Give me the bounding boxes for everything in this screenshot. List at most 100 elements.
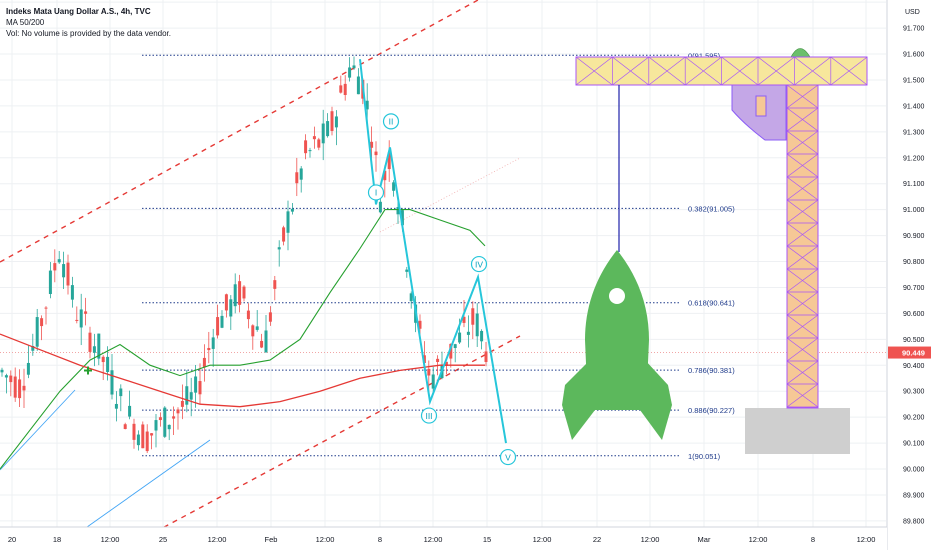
candle-body <box>458 332 462 343</box>
candle-body <box>480 330 484 342</box>
jib-brace <box>757 56 795 86</box>
candle-body <box>392 182 396 191</box>
rocket-body <box>585 250 649 410</box>
time-tick-label: Feb <box>265 535 278 544</box>
candle-body <box>378 201 382 213</box>
time-tick-label: 15 <box>483 535 491 544</box>
price-tick-label: 91.200 <box>903 155 925 162</box>
price-tick-label: 89.800 <box>903 518 925 525</box>
candle-body <box>453 344 457 349</box>
wave-label: IV <box>475 259 483 269</box>
candle-body <box>158 417 162 421</box>
candle-body <box>409 293 413 302</box>
price-axis-background <box>887 0 932 550</box>
jib-brace <box>575 56 613 86</box>
volume-indicator-label[interactable]: Vol: No volume is provided by the data v… <box>6 29 171 38</box>
time-tick-label: 12:00 <box>533 535 552 544</box>
time-axis[interactable]: 20 18 12:00 25 12:00 Feb 12:00 8 12:00 15 12:00 22 1… <box>0 526 887 550</box>
ma-indicator-label[interactable]: MA 50/200 <box>6 18 45 27</box>
candle-body <box>330 111 334 131</box>
time-tick-label: 12:00 <box>424 535 443 544</box>
candle-body <box>26 362 30 375</box>
candle-body <box>198 381 202 395</box>
candle-body <box>308 150 312 152</box>
candle-body <box>431 374 435 389</box>
wave-label: III <box>425 411 432 421</box>
tower-brace <box>786 245 819 270</box>
tower-brace <box>786 176 819 201</box>
price-axis[interactable]: USD 91.700 91.600 91.500 91.400 91.300 91.200 9… <box>886 0 932 550</box>
trendline-lower-left <box>0 389 76 471</box>
candle-body <box>238 281 242 305</box>
symbol-title[interactable]: Indeks Mata Uang Dollar A.S., 4h, TVC <box>6 7 151 16</box>
candle-body <box>422 355 426 364</box>
candle-body <box>136 434 140 446</box>
candle-body <box>334 116 338 128</box>
tower-brace <box>786 291 819 316</box>
price-tick-label: 91.400 <box>903 103 925 110</box>
candle-body <box>299 168 303 180</box>
price-tick-label: 90.200 <box>903 415 925 422</box>
price-tick-label: 90.900 <box>903 233 925 240</box>
tower-brace <box>786 360 819 385</box>
candle-body <box>224 294 228 311</box>
channel-upper-line <box>0 0 479 263</box>
candle-body <box>57 259 61 263</box>
candle-body <box>0 369 4 373</box>
jib-brace <box>721 56 759 86</box>
time-tick-label: 8 <box>378 535 382 544</box>
price-tick-label: 91.100 <box>903 181 925 188</box>
time-tick-label: 12:00 <box>101 535 120 544</box>
candle-body <box>326 121 330 137</box>
price-tick-label: 91.700 <box>903 26 925 33</box>
rocket-window <box>609 288 625 304</box>
price-tick-label: 91.300 <box>903 129 925 136</box>
wave-label: V <box>505 452 511 462</box>
jib-brace <box>830 56 868 86</box>
jib-brace <box>684 56 722 86</box>
candle-body <box>92 346 96 353</box>
rocket-drawing <box>562 250 672 440</box>
candle-body <box>211 337 215 349</box>
trendline-lower-mid <box>79 439 211 533</box>
candle-body <box>471 308 475 325</box>
price-tick-label: 90.500 <box>903 337 925 344</box>
fib-level-label: 0(91.595) <box>688 51 721 60</box>
candle-body <box>84 311 88 314</box>
candle-body <box>13 376 17 398</box>
candle-body <box>251 325 255 337</box>
wave-label-circle <box>420 407 438 424</box>
chart-legend: Indeks Mata Uang Dollar A.S., 4h, TVC MA… <box>6 6 171 39</box>
time-tick-label: 12:00 <box>857 535 876 544</box>
wave-label-circle <box>470 255 488 273</box>
fib-level-label: 0.786(90.381) <box>688 366 735 375</box>
candle-body <box>343 83 347 96</box>
tower-brace <box>786 268 819 293</box>
time-tick-label: 8 <box>811 535 815 544</box>
candle-body <box>114 403 118 409</box>
ma50-line <box>0 209 486 470</box>
candle-body <box>444 361 448 366</box>
crane-jib-bracing <box>575 56 868 86</box>
candle-body <box>9 375 13 383</box>
candle-body <box>277 247 281 250</box>
time-tick-label: 12:00 <box>641 535 660 544</box>
crane-drawing <box>575 48 868 454</box>
wave-label-circle <box>499 448 517 466</box>
candlesticks <box>0 56 488 454</box>
time-tick-label: 18 <box>53 535 61 544</box>
candle-body <box>462 316 466 323</box>
candle-body <box>119 388 123 397</box>
candle-body <box>141 424 145 449</box>
candle-body <box>387 152 391 170</box>
candle-body <box>282 227 286 242</box>
crane-tower <box>786 84 819 409</box>
candle-body <box>150 433 154 436</box>
candle-body <box>70 285 74 300</box>
crane-counterweight <box>790 48 811 58</box>
candle-body <box>110 370 114 395</box>
wave-label-circle <box>367 184 385 201</box>
candle-body <box>216 317 220 336</box>
tower-brace <box>786 314 819 339</box>
